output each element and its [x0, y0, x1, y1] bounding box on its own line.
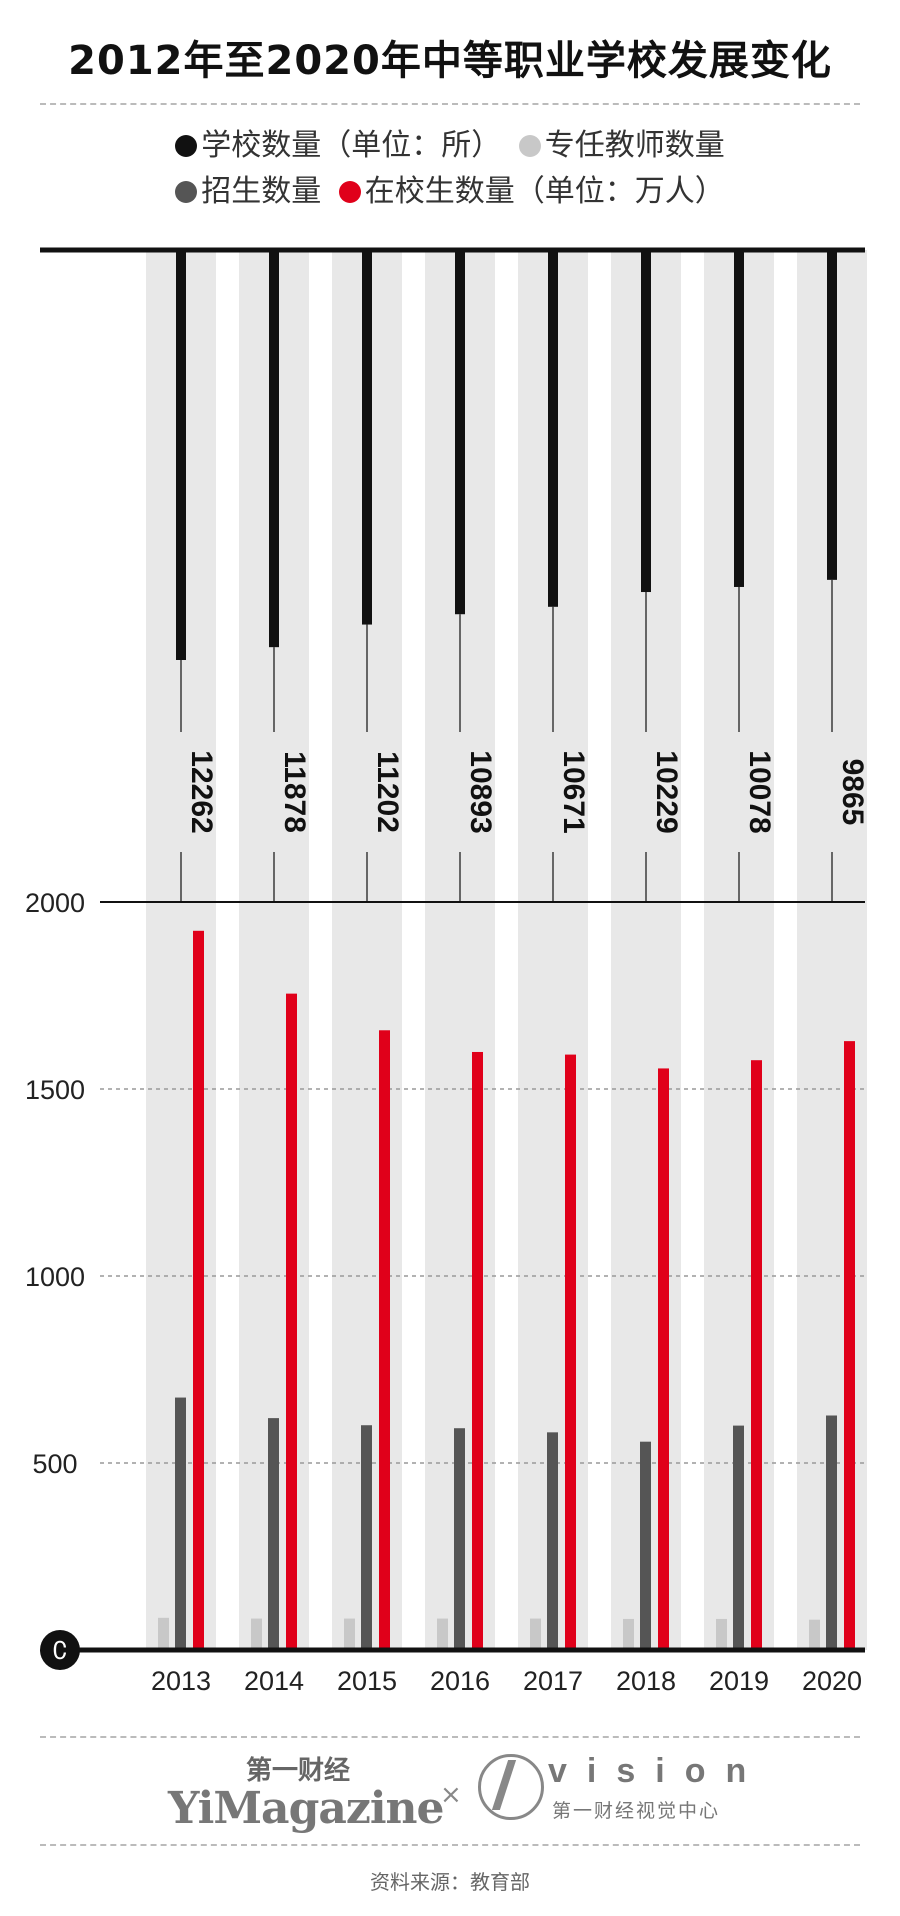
y-tick-label: 500: [32, 1449, 77, 1479]
vision-logo: vision 第一财经视觉中心: [478, 1752, 758, 1822]
x-tick-label: 2016: [430, 1666, 490, 1696]
x-tick-label: 2014: [244, 1666, 304, 1696]
legend-dot-darkgray-icon: [175, 181, 198, 203]
school-value-label: 10078: [743, 750, 776, 833]
legend-row-1: 学校数量（单位：所） 专任教师数量: [0, 120, 900, 164]
legend-item-enrollment: 招生数量: [175, 166, 321, 210]
legend-item-schools: 学校数量（单位：所）: [175, 120, 501, 164]
school-bar: [455, 250, 465, 615]
school-bar: [734, 250, 744, 587]
school-bar: [548, 250, 558, 607]
school-value-label: 9865: [836, 759, 869, 826]
student-bar: [565, 1054, 576, 1650]
y-tick-label: 1000: [25, 1262, 85, 1292]
chart-area: 0500100015002000122622013118782014112022…: [25, 247, 869, 1696]
student-bar: [472, 1051, 483, 1650]
legend-label: 专任教师数量: [544, 128, 725, 163]
school-value-label: 10893: [464, 750, 497, 833]
yimagazine-logo: 第一财经 YiMagazine: [168, 1750, 445, 1834]
x-tick-label: 2015: [337, 1666, 397, 1696]
school-bar: [362, 250, 372, 625]
enrollment-bar: [454, 1428, 465, 1650]
student-bar: [844, 1041, 855, 1650]
school-bar: [269, 250, 279, 648]
school-bar: [827, 250, 837, 580]
teacher-bar: [530, 1618, 541, 1650]
school-value-label: 10229: [650, 750, 683, 833]
enrollment-bar: [640, 1441, 651, 1650]
vision-wordmark: vision: [548, 1752, 767, 1790]
student-bar: [193, 930, 204, 1650]
footer-divider-bottom: [40, 1844, 860, 1846]
enrollment-bar: [361, 1425, 372, 1650]
teacher-bar: [251, 1618, 262, 1650]
school-value-label: 10671: [557, 750, 590, 833]
student-bar: [286, 993, 297, 1650]
legend-label: 招生数量: [201, 174, 322, 209]
enrollment-bar: [547, 1432, 558, 1650]
school-value-label: 11878: [278, 751, 311, 833]
x-tick-label: 2018: [616, 1666, 676, 1696]
y-tick-label: 1500: [25, 1075, 85, 1105]
enrollment-bar: [268, 1418, 279, 1650]
footer-divider-top: [40, 1736, 860, 1738]
legend-item-students: 在校生数量（单位：万人）: [338, 166, 725, 210]
legend-item-teachers: 专任教师数量: [518, 120, 725, 164]
logo-left-cn: 第一财经: [246, 1756, 351, 1786]
student-bar: [379, 1030, 390, 1650]
legend-dot-lightgray-icon: [518, 135, 541, 157]
y-tick-label: 2000: [25, 888, 85, 918]
chart-title: 2012年至2020年中等职业学校发展变化: [68, 38, 832, 84]
enrollment-bar: [733, 1425, 744, 1650]
school-bar: [641, 250, 651, 593]
teacher-bar: [809, 1619, 820, 1650]
legend-label: 学校数量（单位：所）: [201, 128, 502, 163]
teacher-bar: [344, 1618, 355, 1650]
teacher-bar: [437, 1618, 448, 1650]
source-note: 资料来源：教育部: [370, 1870, 530, 1894]
legend-dot-red-icon: [338, 181, 361, 203]
x-tick-label: 2019: [709, 1666, 769, 1696]
school-bar: [176, 250, 186, 660]
vision-subtitle: 第一财经视觉中心: [552, 1800, 721, 1822]
teacher-bar: [716, 1618, 727, 1650]
logo-left-en: YiMagazine: [168, 1783, 445, 1834]
x-tick-label: 2013: [151, 1666, 211, 1696]
legend-dot-black-icon: [175, 135, 198, 157]
school-value-label: 12262: [185, 750, 218, 833]
logo-separator: ×: [440, 1780, 462, 1810]
student-bar: [751, 1060, 762, 1650]
x-tick-label: 2020: [802, 1666, 862, 1696]
school-value-label: 11202: [371, 751, 404, 833]
title-divider: [40, 103, 860, 105]
enrollment-bar: [175, 1397, 186, 1650]
legend-row-2: 招生数量 在校生数量（单位：万人）: [0, 166, 900, 210]
x-tick-label: 2017: [523, 1666, 583, 1696]
teacher-bar: [158, 1617, 169, 1650]
vision-circle-icon: [478, 1754, 544, 1820]
student-bar: [658, 1068, 669, 1650]
enrollment-bar: [826, 1415, 837, 1650]
legend-label: 在校生数量（单位：万人）: [364, 174, 725, 209]
teacher-bar: [623, 1618, 634, 1650]
